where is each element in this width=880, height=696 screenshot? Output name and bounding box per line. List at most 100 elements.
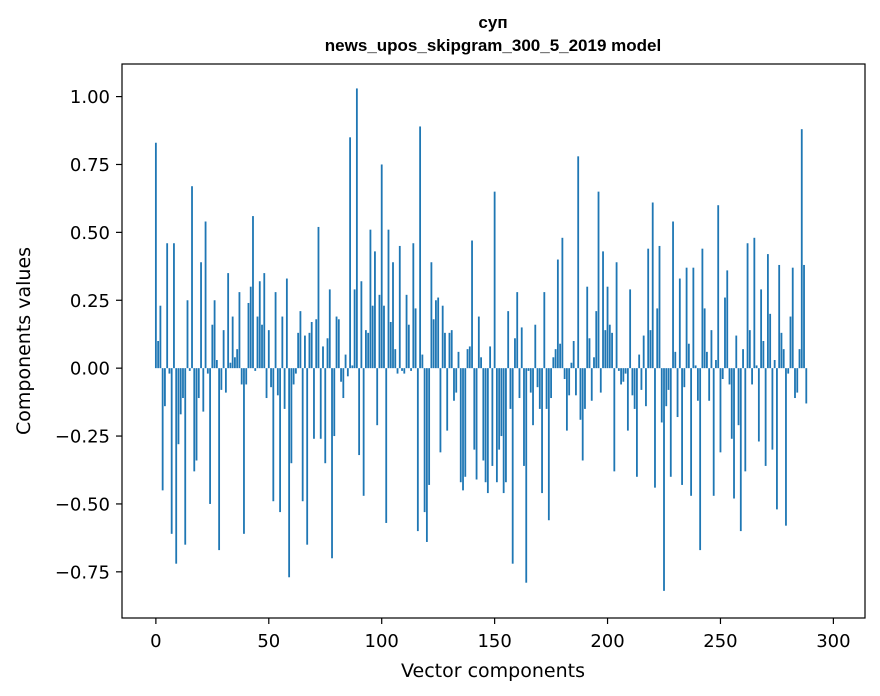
bar: [294, 368, 297, 374]
y-tick-label: −0.75: [55, 562, 110, 583]
bar: [502, 368, 505, 494]
bar: [755, 365, 758, 369]
bar: [252, 216, 254, 369]
bar: [730, 368, 733, 439]
bar: [674, 351, 677, 369]
bar: [505, 368, 507, 483]
bar: [466, 349, 469, 369]
bar: [197, 368, 200, 399]
x-tick-label: 200: [590, 631, 624, 652]
bar: [649, 330, 652, 369]
bar: [179, 368, 182, 415]
bar: [554, 349, 557, 369]
bar: [656, 308, 659, 369]
bar: [254, 368, 257, 371]
y-tick-label: −0.50: [55, 494, 110, 515]
bar: [762, 341, 765, 369]
bar: [333, 368, 336, 437]
bar: [328, 289, 331, 369]
bar: [757, 368, 760, 442]
bar: [789, 316, 792, 369]
bar: [581, 368, 584, 461]
bar: [236, 349, 239, 369]
bar: [270, 368, 272, 388]
bar: [389, 321, 392, 369]
bar: [667, 368, 670, 390]
bar: [751, 368, 753, 385]
bar: [188, 368, 191, 371]
bar: [773, 360, 776, 369]
bar: [261, 324, 263, 369]
bar: [753, 237, 756, 369]
bar: [726, 270, 729, 369]
bar: [787, 368, 790, 374]
bar: [173, 243, 175, 369]
bar: [538, 368, 541, 409]
bar: [346, 368, 349, 377]
bar: [200, 262, 202, 369]
bar: [586, 286, 589, 369]
y-axis-label: Components values: [13, 247, 35, 435]
bar: [615, 262, 618, 369]
bar: [645, 368, 647, 407]
bar: [231, 316, 234, 369]
bar: [344, 354, 347, 369]
bar: [238, 292, 241, 369]
bar: [651, 202, 654, 369]
bar: [489, 346, 492, 369]
bar: [597, 191, 600, 369]
bar: [471, 240, 473, 369]
bar: [455, 368, 458, 393]
bar: [613, 368, 616, 472]
bar: [706, 351, 708, 369]
bar: [299, 311, 302, 369]
bar: [450, 330, 453, 369]
bar: [527, 368, 530, 371]
y-tick-label: 1.00: [70, 87, 110, 108]
bar: [710, 330, 713, 369]
bar: [694, 365, 697, 369]
bar: [778, 264, 781, 369]
bar: [322, 346, 324, 369]
bar: [721, 368, 724, 380]
bar: [276, 368, 279, 396]
bar: [272, 368, 275, 502]
bar: [281, 316, 284, 369]
bar: [712, 368, 715, 496]
bar: [215, 360, 218, 369]
x-axis-label: Vector components: [401, 660, 585, 682]
bar: [182, 368, 184, 399]
bar: [491, 368, 494, 466]
bar: [696, 368, 699, 401]
bar: [265, 368, 268, 399]
bar: [355, 88, 358, 369]
bar: [362, 368, 365, 496]
bar: [629, 289, 632, 369]
bar: [258, 281, 261, 369]
bar: [507, 311, 510, 369]
bar: [412, 243, 415, 369]
bar: [658, 245, 661, 369]
bar: [561, 237, 564, 369]
bar: [177, 368, 180, 445]
bar: [154, 142, 157, 369]
bar: [453, 368, 455, 401]
bar: [602, 251, 604, 369]
bar: [769, 313, 772, 369]
bar: [599, 368, 602, 393]
bar: [701, 248, 704, 369]
bar: [608, 324, 611, 369]
bar: [663, 368, 665, 591]
bar: [365, 330, 367, 369]
bar: [457, 351, 460, 369]
bar: [170, 368, 173, 534]
bar: [213, 300, 216, 369]
bar: [785, 368, 787, 526]
bar: [340, 368, 342, 382]
bar: [631, 368, 634, 396]
bar: [462, 368, 464, 491]
bar: [735, 335, 738, 369]
bar: [514, 338, 516, 369]
bar: [534, 324, 537, 369]
bar: [699, 368, 702, 551]
